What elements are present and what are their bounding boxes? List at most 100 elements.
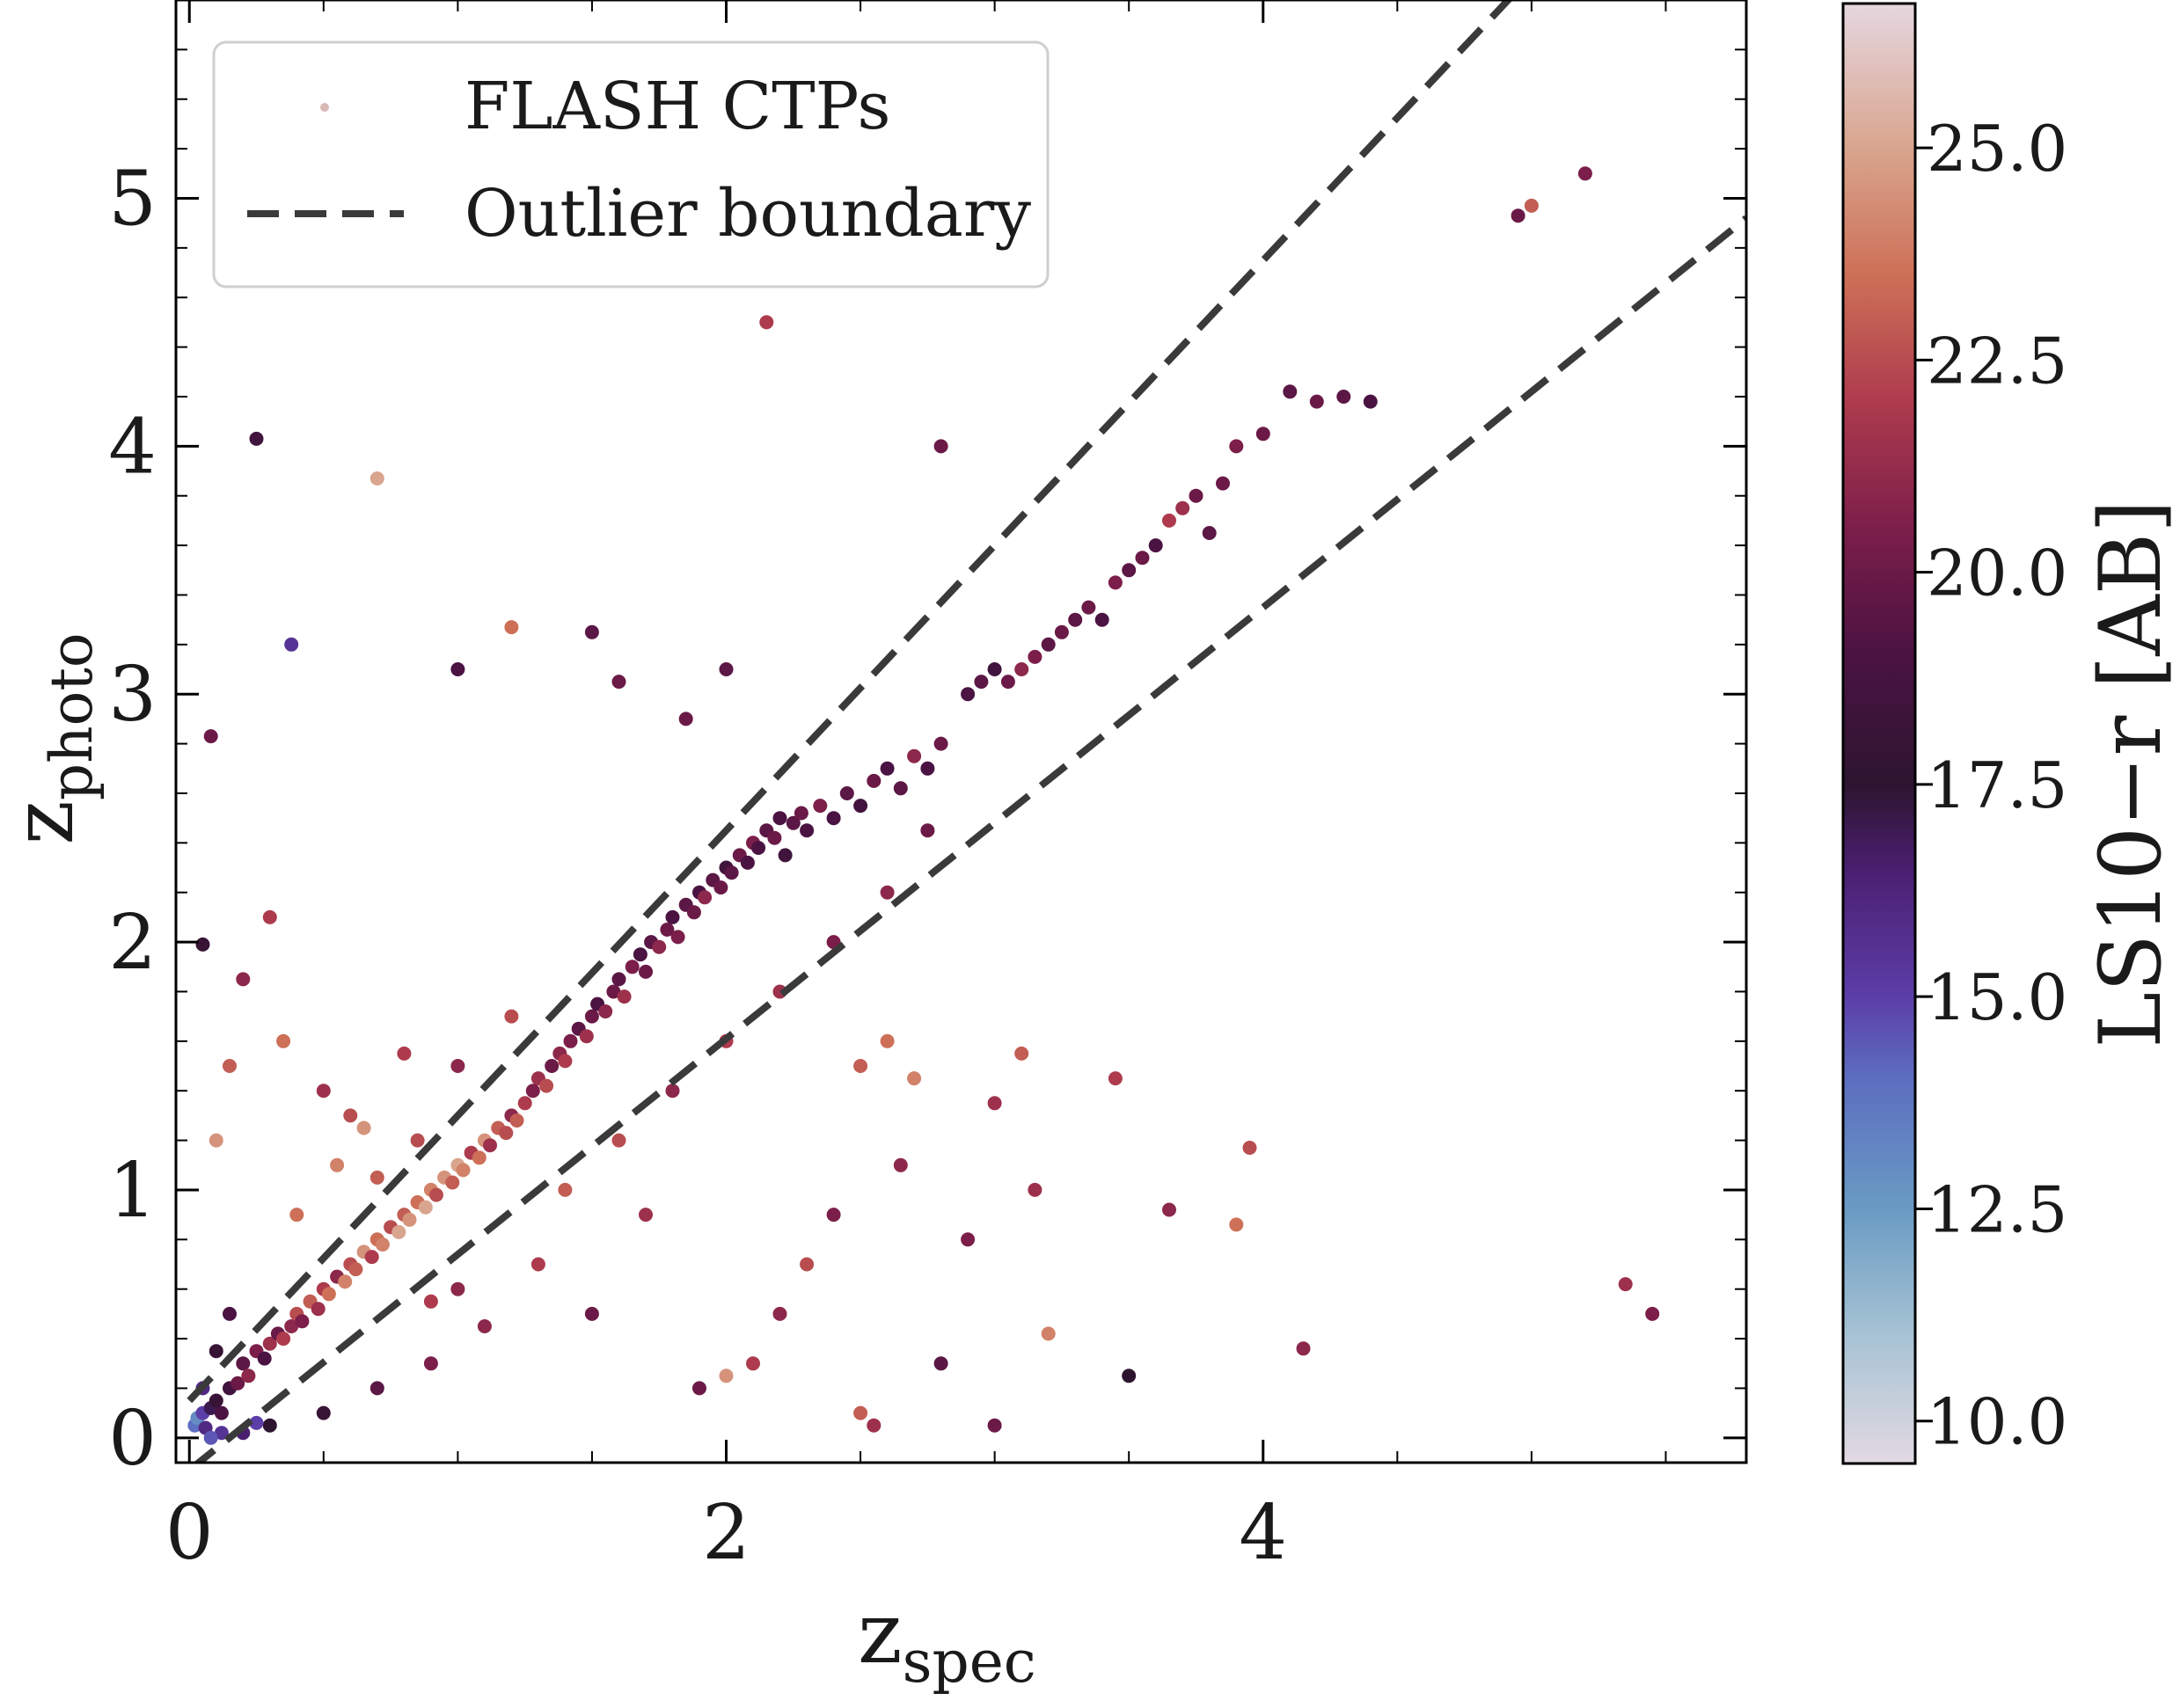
- data-point: [450, 662, 465, 676]
- data-point: [961, 1232, 976, 1247]
- data-point: [257, 1351, 272, 1366]
- data-point: [369, 1381, 384, 1396]
- data-point: [1014, 1046, 1029, 1061]
- colorbar: 10.0 12.5 15.0 17.5 20.0 22.5 25.0 LS10−r [AB]: [1841, 2, 2180, 1465]
- data-point: [1202, 526, 1217, 540]
- data-point: [208, 1133, 223, 1148]
- data-point: [778, 848, 793, 863]
- data-point: [375, 1237, 390, 1252]
- data-point: [772, 1306, 787, 1321]
- data-point: [584, 1009, 599, 1024]
- data-point: [1618, 1277, 1633, 1292]
- data-point: [1162, 1202, 1176, 1217]
- data-point: [517, 1096, 532, 1111]
- y-axis-ticks: 0 1 2 3 4 5: [108, 0, 1746, 1483]
- data-point: [826, 1208, 841, 1223]
- data-point: [1255, 427, 1270, 442]
- data-point: [450, 1059, 465, 1073]
- x-tick-label: 2: [702, 1489, 750, 1577]
- data-point: [1229, 1217, 1244, 1232]
- data-point: [423, 1294, 438, 1309]
- outlier-boundary-lines: [187, 0, 1746, 1463]
- data-point: [639, 964, 653, 979]
- data-point: [1524, 198, 1539, 213]
- data-point: [236, 972, 251, 987]
- data-point: [606, 984, 621, 999]
- data-point: [262, 909, 277, 924]
- data-point: [284, 1319, 299, 1333]
- data-point: [397, 1046, 412, 1061]
- data-point: [880, 761, 895, 776]
- data-point: [772, 811, 787, 826]
- data-point: [1309, 394, 1324, 409]
- data-point: [698, 890, 713, 905]
- data-point: [800, 823, 815, 838]
- data-point: [933, 1356, 948, 1371]
- data-point: [330, 1157, 345, 1172]
- data-point: [853, 1405, 868, 1420]
- data-point: [236, 1356, 251, 1371]
- legend-label-points: FLASH CTPs: [465, 69, 890, 144]
- data-point: [579, 1029, 594, 1044]
- legend: FLASH CTPs Outlier boundary: [212, 40, 1050, 288]
- data-point: [483, 1138, 497, 1153]
- data-point: [1511, 208, 1525, 223]
- data-point: [987, 662, 1002, 676]
- data-point: [1108, 1071, 1123, 1086]
- data-point: [713, 880, 728, 895]
- data-point: [670, 930, 685, 945]
- data-point: [584, 1306, 599, 1321]
- data-point: [276, 1033, 291, 1048]
- data-point: [1068, 612, 1083, 627]
- data-point: [880, 885, 895, 900]
- data-point: [660, 923, 675, 937]
- data-point: [208, 1344, 223, 1359]
- data-point: [1014, 662, 1029, 676]
- legend-label-boundary: Outlier boundary: [465, 176, 1031, 252]
- data-point: [794, 806, 808, 821]
- data-point: [1041, 1326, 1056, 1341]
- data-point: [214, 1426, 229, 1441]
- data-point: [1148, 538, 1163, 553]
- data-point: [1122, 1369, 1137, 1383]
- data-point: [1000, 675, 1015, 690]
- data-point: [316, 1405, 331, 1420]
- data-point: [539, 1078, 554, 1093]
- colorbar-gradient: [1841, 2, 1917, 1465]
- data-point: [933, 439, 948, 454]
- data-point: [584, 624, 599, 639]
- data-point: [652, 939, 667, 954]
- data-point: [1041, 637, 1056, 652]
- plot-area: 0 2 4 0 1 2 3 4 5: [108, 0, 1748, 1577]
- data-points: [187, 166, 1660, 1445]
- data-point: [249, 1415, 264, 1430]
- colorbar-tick-label: 25.0: [1927, 112, 2067, 186]
- data-point: [692, 1381, 706, 1396]
- data-point: [230, 1376, 245, 1390]
- data-point: [1363, 394, 1378, 409]
- data-point: [686, 905, 701, 920]
- data-point: [369, 1170, 384, 1185]
- data-point: [418, 1200, 433, 1215]
- data-point: [1229, 439, 1244, 454]
- data-point: [1645, 1306, 1660, 1321]
- data-point: [625, 960, 640, 974]
- data-point: [1189, 488, 1203, 503]
- data-point: [450, 1281, 465, 1296]
- data-point: [391, 1224, 406, 1239]
- colorbar-tick-label: 10.0: [1927, 1385, 2067, 1459]
- data-point: [262, 1418, 277, 1433]
- data-point: [920, 761, 935, 776]
- data-point: [241, 1369, 256, 1383]
- data-point: [813, 799, 828, 814]
- data-point: [499, 1126, 514, 1141]
- data-point: [545, 1059, 560, 1073]
- data-point: [867, 773, 882, 788]
- y-tick-label: 5: [108, 155, 157, 243]
- y-tick-label: 2: [108, 899, 157, 987]
- x-tick-label: 4: [1239, 1489, 1287, 1577]
- colorbar-tick-label: 22.5: [1927, 324, 2067, 398]
- data-point: [893, 1157, 908, 1172]
- data-point: [907, 748, 922, 763]
- data-point: [1162, 513, 1176, 528]
